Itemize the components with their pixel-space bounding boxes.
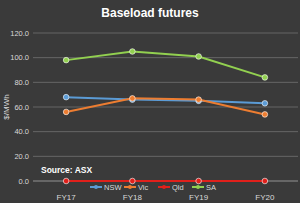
series-line [66, 52, 265, 78]
y-axis-label: $/MWh [2, 94, 11, 119]
series-line [66, 98, 265, 114]
y-tick-label: 40.0 [14, 127, 29, 136]
y-tick-label: 100.0 [10, 53, 29, 62]
legend-swatch [124, 186, 136, 188]
marker [262, 101, 268, 107]
x-tick-label: FY18 [123, 193, 143, 202]
y-tick-label: 120.0 [10, 29, 29, 38]
marker [262, 75, 268, 81]
y-tick-label: 80.0 [14, 78, 29, 87]
marker [63, 57, 69, 63]
grid-line [33, 33, 298, 34]
legend: NSW Vic Qld SA [90, 183, 216, 192]
x-tick-label: FY20 [255, 193, 275, 202]
legend-marker [196, 185, 200, 189]
marker [63, 94, 69, 100]
series-line [66, 180, 265, 182]
legend-label: SA [206, 183, 216, 192]
y-tick-label: 60.0 [14, 103, 29, 112]
grid-line [33, 82, 298, 83]
marker [262, 178, 268, 184]
legend-label: NSW [104, 183, 122, 192]
marker [130, 178, 136, 184]
marker [262, 112, 268, 118]
legend-label: Vic [138, 183, 149, 192]
legend-marker [128, 185, 132, 189]
marker [130, 96, 136, 102]
grid-line [33, 131, 298, 132]
background [0, 0, 300, 203]
marker [63, 109, 69, 115]
legend-swatch [90, 186, 102, 188]
legend-marker [94, 185, 98, 189]
x-tick-label: FY17 [57, 193, 77, 202]
annotation: Source: ASX [41, 165, 93, 175]
y-tick-label: 20.0 [14, 152, 29, 161]
x-axis-line [33, 181, 298, 182]
marker [196, 97, 202, 103]
chart: Baseload futures $/MWh 0.0 20.0 40.0 60.0 80.0… [0, 0, 300, 203]
title: Baseload futures [101, 6, 199, 20]
grid-line [33, 107, 298, 108]
marker [196, 178, 202, 184]
marker [196, 54, 202, 60]
x-tick-label: FY19 [189, 193, 209, 202]
grid-line [33, 181, 298, 182]
legend-label: Qld [172, 183, 184, 192]
grid-line [33, 156, 298, 157]
marker [63, 178, 69, 184]
marker [130, 49, 136, 55]
grid-line [33, 57, 298, 58]
legend-marker [162, 185, 166, 189]
legend-swatch [158, 186, 170, 188]
plot-area [63, 49, 267, 184]
legend-swatch [192, 186, 204, 188]
y-tick-label: 0.0 [19, 177, 29, 186]
